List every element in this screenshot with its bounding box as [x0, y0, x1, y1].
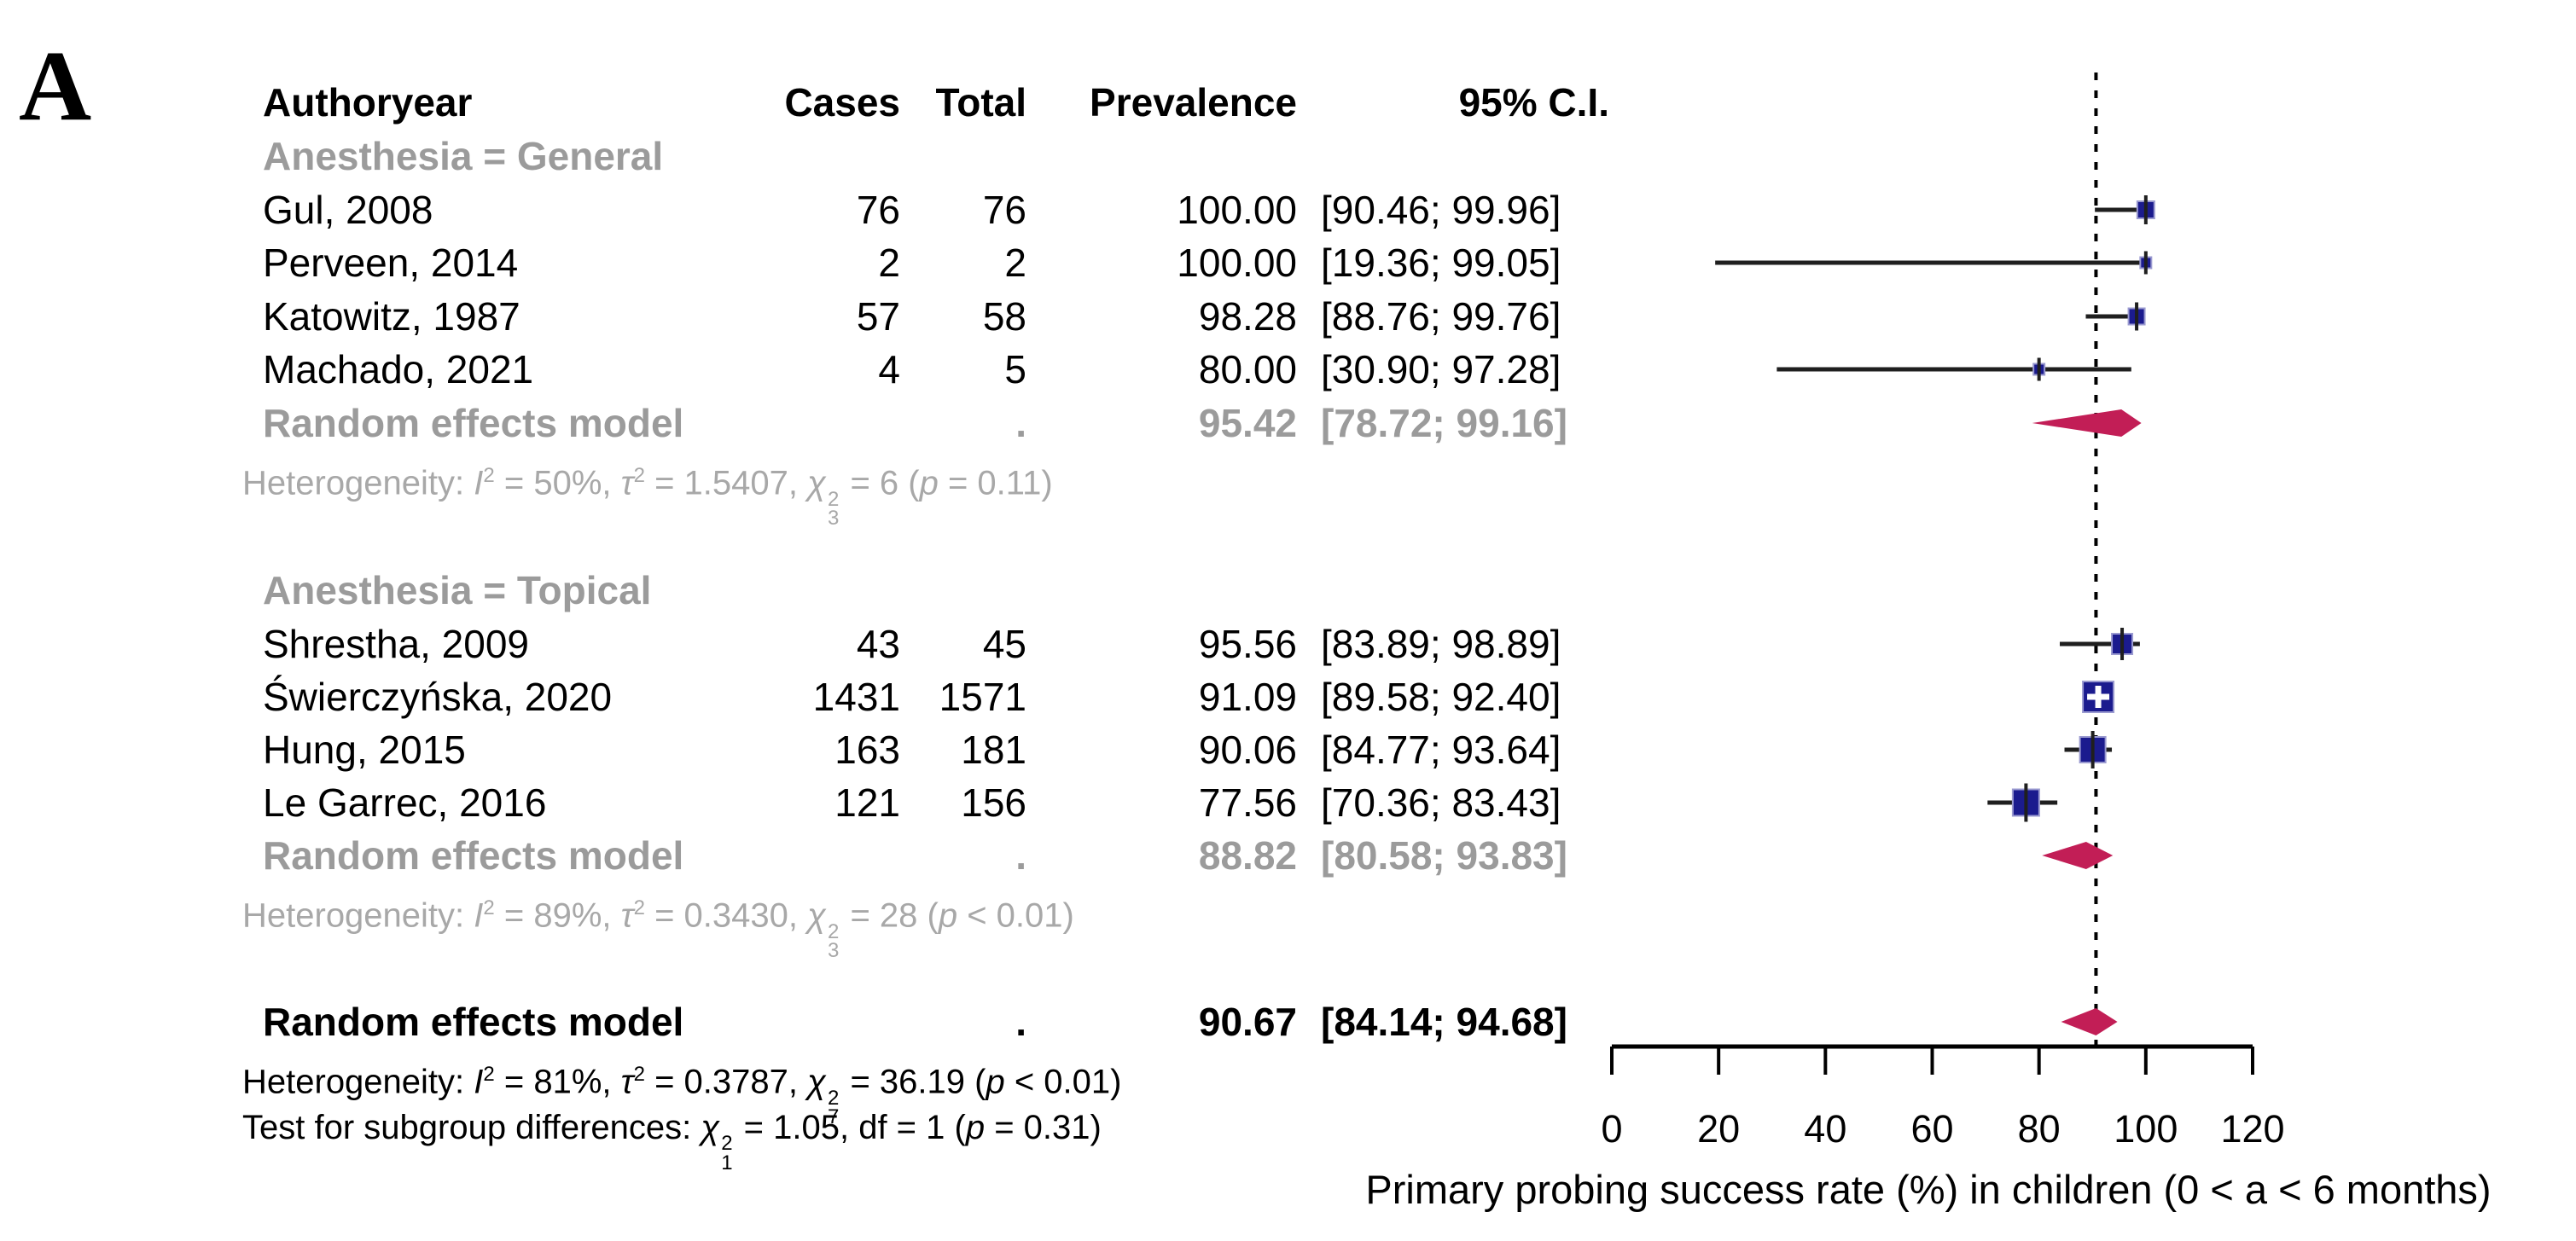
study-ci: [70.36; 83.43] — [1321, 780, 1561, 825]
study-ci: [83.89; 98.89] — [1321, 622, 1561, 666]
study-row: Shrestha, 2009 43 45 95.56 [83.89; 98.89] — [0, 618, 2576, 670]
study-total: 76 — [982, 188, 1026, 232]
study-cases: 4 — [878, 347, 900, 391]
x-axis-tick-label: 120 — [2220, 1107, 2284, 1151]
column-header-prevalence: Prevalence — [1090, 80, 1297, 125]
study-total: 181 — [961, 728, 1026, 772]
study-total: 45 — [982, 622, 1026, 666]
overall-total-dot: . — [1015, 1000, 1026, 1044]
overall-ci: [84.14; 94.68] — [1321, 1000, 1567, 1044]
study-author: Le Garrec, 2016 — [263, 780, 547, 825]
x-axis-tick-label: 0 — [1601, 1107, 1622, 1151]
study-cases: 121 — [834, 780, 900, 825]
x-axis-tick-label: 80 — [2018, 1107, 2061, 1151]
study-total: 5 — [1004, 347, 1026, 391]
column-header-author: Authoryear — [263, 80, 473, 125]
subgroup-summary-label: Random effects model — [263, 833, 684, 878]
study-row: Katowitz, 1987 57 58 98.28 [88.76; 99.76] — [0, 290, 2576, 343]
study-cases: 76 — [856, 188, 900, 232]
study-author: Shrestha, 2009 — [263, 622, 530, 666]
subgroup-summary-label: Random effects model — [263, 401, 684, 445]
study-total: 1571 — [939, 675, 1026, 719]
study-prevalence: 98.28 — [1198, 294, 1297, 339]
study-prevalence: 90.06 — [1198, 728, 1297, 772]
x-axis-tick-label: 40 — [1804, 1107, 1846, 1151]
overall-summary-row: Random effects model . 90.67 [84.14; 94.… — [0, 995, 2576, 1048]
study-ci: [30.90; 97.28] — [1321, 347, 1561, 391]
study-prevalence: 100.00 — [1177, 188, 1297, 232]
x-axis-tick-label: 60 — [1910, 1107, 1953, 1151]
study-author: Świerczyńska, 2020 — [263, 675, 613, 719]
overall-diamond — [2061, 1008, 2118, 1035]
study-prevalence: 100.00 — [1177, 241, 1297, 285]
study-ci: [90.46; 99.96] — [1321, 188, 1561, 232]
subgroup-label: Anesthesia = General — [263, 134, 664, 178]
subgroup-prevalence: 95.42 — [1198, 401, 1297, 445]
subgroup-total-dot: . — [1015, 401, 1026, 445]
study-row: Le Garrec, 2016 121 156 77.56 [70.36; 83.43] — [0, 776, 2576, 829]
study-row: Świerczyńska, 2020 1431 1571 91.09 [89.58; 9… — [0, 670, 2576, 723]
study-cases: 2 — [878, 241, 900, 285]
study-cases: 43 — [856, 622, 900, 666]
column-header-total: Total — [935, 80, 1026, 125]
subgroup-total-dot: . — [1015, 833, 1026, 878]
subgroup-header-row: Anesthesia = General — [0, 130, 2576, 183]
subgroup-ci: [78.72; 99.16] — [1321, 401, 1567, 445]
study-cases: 163 — [834, 728, 900, 772]
column-header-cases: Cases — [784, 80, 900, 125]
study-row: Hung, 2015 163 181 90.06 [84.77; 93.64] — [0, 723, 2576, 776]
x-axis-tick-label: 20 — [1697, 1107, 1740, 1151]
study-prevalence: 95.56 — [1198, 622, 1297, 666]
subgroup-diamond — [2042, 842, 2114, 869]
study-prevalence: 80.00 — [1198, 347, 1297, 391]
study-author: Katowitz, 1987 — [263, 294, 520, 339]
study-total: 58 — [982, 294, 1026, 339]
study-cases: 57 — [856, 294, 900, 339]
study-ci: [19.36; 99.05] — [1321, 241, 1561, 285]
study-ci: [89.58; 92.40] — [1321, 675, 1561, 719]
study-author: Hung, 2015 — [263, 728, 466, 772]
subgroup-label: Anesthesia = Topical — [263, 568, 652, 612]
study-author: Perveen, 2014 — [263, 241, 519, 285]
study-cases: 1431 — [812, 675, 900, 719]
study-prevalence: 77.56 — [1198, 780, 1297, 825]
panel-label: A — [19, 30, 92, 142]
x-axis-tick-label: 100 — [2114, 1107, 2178, 1151]
column-header-row: Authoryear Cases Total Prevalence 95% C.… — [0, 76, 2576, 129]
subgroup-header-row: Anesthesia = Topical — [0, 564, 2576, 617]
study-row: Gul, 2008 76 76 100.00 [90.46; 99.96] — [0, 183, 2576, 236]
overall-prevalence: 90.67 — [1198, 1000, 1297, 1044]
study-ci: [88.76; 99.76] — [1321, 294, 1561, 339]
study-author: Gul, 2008 — [263, 188, 433, 232]
subgroup-ci: [80.58; 93.83] — [1321, 833, 1567, 878]
column-header-ci: 95% C.I. — [1458, 80, 1609, 125]
study-total: 156 — [961, 780, 1026, 825]
study-row: Machado, 2021 4 5 80.00 [30.90; 97.28] — [0, 343, 2576, 396]
study-ci: [84.77; 93.64] — [1321, 728, 1561, 772]
overall-summary-label: Random effects model — [263, 1000, 684, 1044]
subgroup-diamond — [2032, 409, 2142, 437]
subgroup-summary-row: Random effects model. 95.42 [78.72; 99.16] — [0, 397, 2576, 449]
x-axis-title: Primary probing success rate (%) in chil… — [1365, 1167, 2492, 1212]
subgroup-prevalence: 88.82 — [1198, 833, 1297, 878]
study-author: Machado, 2021 — [263, 347, 534, 391]
study-total: 2 — [1004, 241, 1026, 285]
study-row: Perveen, 2014 2 2 100.00 [19.36; 99.05] — [0, 236, 2576, 289]
study-prevalence: 91.09 — [1198, 675, 1297, 719]
subgroup-summary-row: Random effects model. 88.82 [80.58; 93.83] — [0, 829, 2576, 882]
